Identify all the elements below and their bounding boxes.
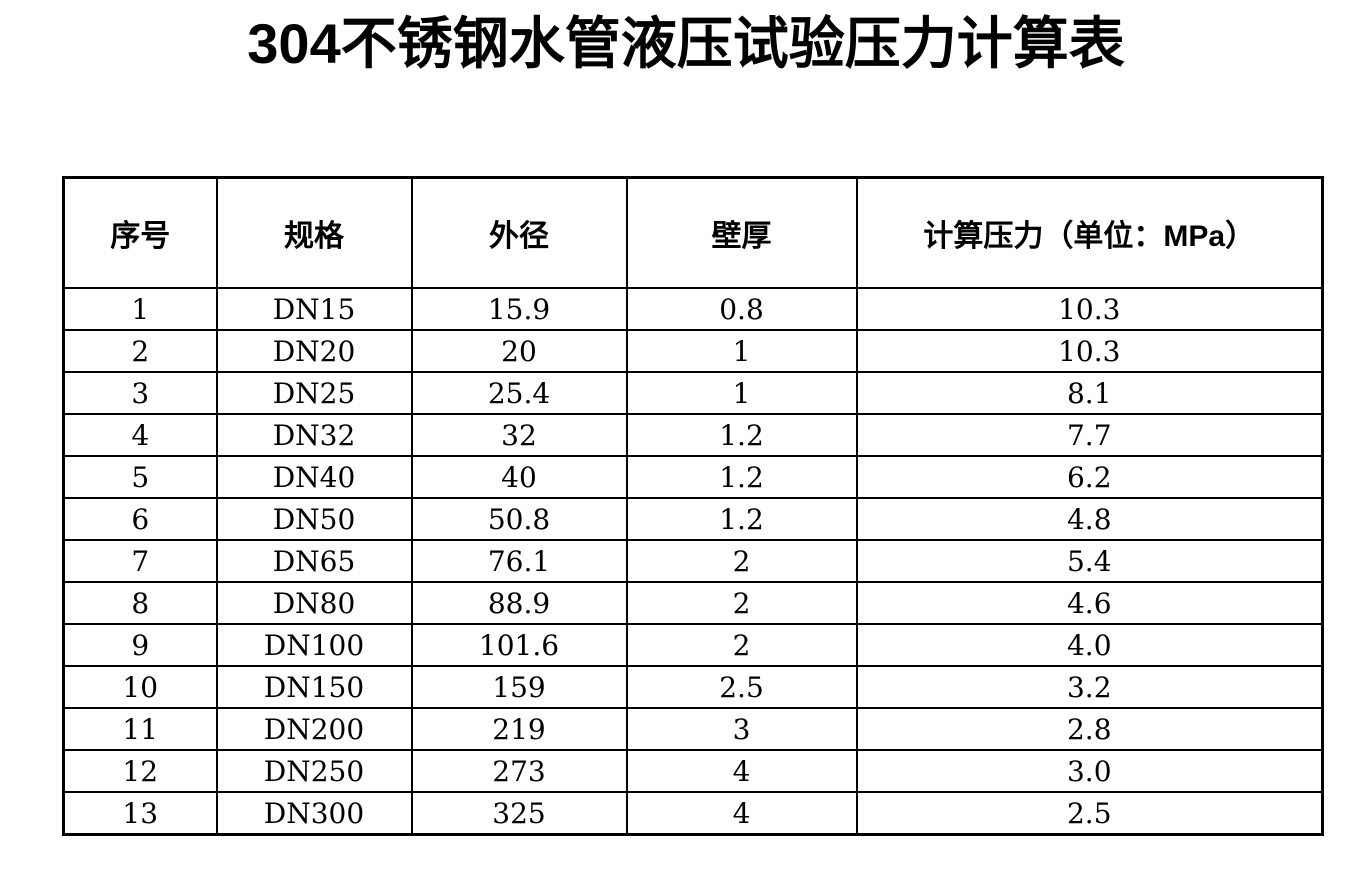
table-cell: DN40 — [215, 455, 413, 499]
table-cell: 15.9 — [410, 287, 628, 331]
table-cell: 40 — [410, 455, 628, 499]
table-cell: 6.2 — [855, 455, 1324, 499]
table-cell: 2 — [625, 581, 858, 625]
table-row: 1 DN15 15.9 0.8 10.3 — [62, 287, 1324, 331]
table-cell: 1 — [62, 287, 218, 331]
table-cell: 5 — [62, 455, 218, 499]
table-cell: 76.1 — [410, 539, 628, 583]
column-header-4: 计算压力（单位：MPa） — [855, 176, 1324, 289]
table-cell: 32 — [410, 413, 628, 457]
table-cell: DN250 — [215, 749, 413, 793]
table-cell: DN25 — [215, 371, 413, 415]
table-cell: 4 — [62, 413, 218, 457]
table-cell: 3 — [62, 371, 218, 415]
table-row: 8 DN80 88.9 2 4.6 — [62, 581, 1324, 625]
table-cell: DN65 — [215, 539, 413, 583]
table-cell: 3.0 — [855, 749, 1324, 793]
column-header-3: 壁厚 — [625, 176, 858, 289]
table-cell: 10.3 — [855, 287, 1324, 331]
table-cell: 1.2 — [625, 497, 858, 541]
page-title: 304不锈钢水管液压试验压力计算表 — [247, 12, 1125, 75]
table-cell: DN15 — [215, 287, 413, 331]
table-cell: 6 — [62, 497, 218, 541]
table-row: 10 DN150 159 2.5 3.2 — [62, 665, 1324, 709]
table-cell: 3.2 — [855, 665, 1324, 709]
table-row: 5 DN40 40 1.2 6.2 — [62, 455, 1324, 499]
table-row: 9 DN100 101.6 2 4.0 — [62, 623, 1324, 667]
table-cell: 1.2 — [625, 455, 858, 499]
table-cell: DN150 — [215, 665, 413, 709]
table-cell: 219 — [410, 707, 628, 751]
table-cell: 2.5 — [625, 665, 858, 709]
table-cell: 4.8 — [855, 497, 1324, 541]
column-header-0: 序号 — [62, 176, 218, 289]
table-cell: 101.6 — [410, 623, 628, 667]
column-header-1: 规格 — [215, 176, 413, 289]
table-cell: DN200 — [215, 707, 413, 751]
table-cell: 7 — [62, 539, 218, 583]
table-cell: 325 — [410, 791, 628, 836]
table-cell: 13 — [62, 791, 218, 836]
table-body: 1 DN15 15.9 0.8 10.3 2 DN20 20 1 10.3 3 DN25 25.4 1 8.… — [62, 287, 1324, 836]
table-cell: 7.7 — [855, 413, 1324, 457]
table-cell: DN300 — [215, 791, 413, 836]
table-cell: 3 — [625, 707, 858, 751]
table-cell: 8 — [62, 581, 218, 625]
table-cell: 1 — [625, 329, 858, 373]
table-row: 4 DN32 32 1.2 7.7 — [62, 413, 1324, 457]
table-row: 2 DN20 20 1 10.3 — [62, 329, 1324, 373]
table-cell: 11 — [62, 707, 218, 751]
table-cell: DN80 — [215, 581, 413, 625]
table-cell: 4 — [625, 791, 858, 836]
table-cell: DN100 — [215, 623, 413, 667]
table-cell: 2 — [625, 623, 858, 667]
table-cell: 10.3 — [855, 329, 1324, 373]
table-cell: 4.0 — [855, 623, 1324, 667]
table-cell: 4.6 — [855, 581, 1324, 625]
table-cell: 2 — [62, 329, 218, 373]
table-cell: 159 — [410, 665, 628, 709]
table-cell: 10 — [62, 665, 218, 709]
table-cell: 2.5 — [855, 791, 1324, 836]
table-cell: DN32 — [215, 413, 413, 457]
table-cell: 25.4 — [410, 371, 628, 415]
table-head: 序号 规格 外径 壁厚 计算压力（单位：MPa） — [62, 176, 1324, 289]
table-cell: 50.8 — [410, 497, 628, 541]
pressure-calculation-table: 序号 规格 外径 壁厚 计算压力（单位：MPa） 1 DN15 15.9 0.8 10.3 2 DN… — [62, 176, 1324, 836]
table-row: 13 DN300 325 4 2.5 — [62, 791, 1324, 836]
table-header-row: 序号 规格 外径 壁厚 计算压力（单位：MPa） — [62, 176, 1324, 289]
table-cell: 8.1 — [855, 371, 1324, 415]
table-cell: 5.4 — [855, 539, 1324, 583]
table-cell: 273 — [410, 749, 628, 793]
table-cell: DN50 — [215, 497, 413, 541]
table-row: 12 DN250 273 4 3.0 — [62, 749, 1324, 793]
column-header-2: 外径 — [410, 176, 628, 289]
table-cell: 1.2 — [625, 413, 858, 457]
table-cell: 88.9 — [410, 581, 628, 625]
table-cell: 20 — [410, 329, 628, 373]
table-cell: 9 — [62, 623, 218, 667]
table-cell: 2 — [625, 539, 858, 583]
table-row: 3 DN25 25.4 1 8.1 — [62, 371, 1324, 415]
table-row: 7 DN65 76.1 2 5.4 — [62, 539, 1324, 583]
table-cell: 0.8 — [625, 287, 858, 331]
table-cell: 4 — [625, 749, 858, 793]
table-row: 6 DN50 50.8 1.2 4.8 — [62, 497, 1324, 541]
table-cell: 12 — [62, 749, 218, 793]
table-cell: 2.8 — [855, 707, 1324, 751]
table-row: 11 DN200 219 3 2.8 — [62, 707, 1324, 751]
table-cell: 1 — [625, 371, 858, 415]
table-cell: DN20 — [215, 329, 413, 373]
